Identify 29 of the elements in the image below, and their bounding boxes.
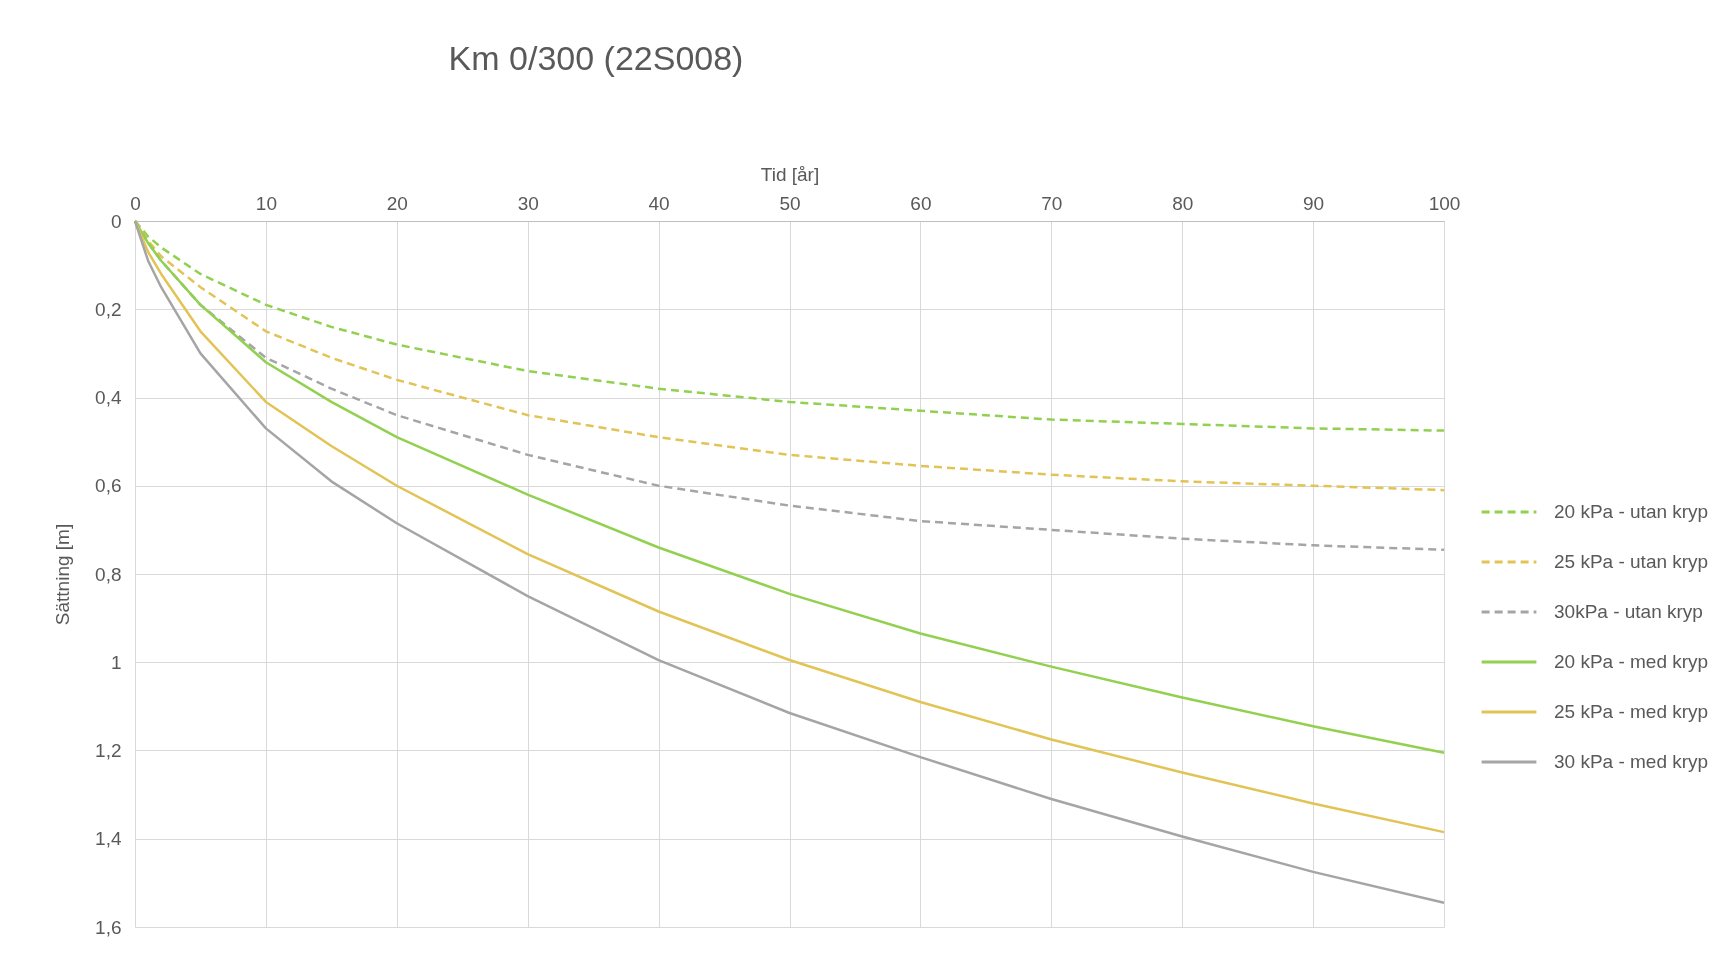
x-tick-label: 20 xyxy=(386,192,408,214)
x-tick-label: 0 xyxy=(130,192,141,214)
y-tick-label: 0,2 xyxy=(95,298,122,320)
x-tick-label: 80 xyxy=(1172,192,1194,214)
legend-label: 30kPa - utan kryp xyxy=(1554,601,1703,622)
x-tick-label: 50 xyxy=(779,192,801,214)
x-tick-label: 100 xyxy=(1428,192,1461,214)
y-tick-label: 0,6 xyxy=(95,475,122,497)
y-tick-label: 1,4 xyxy=(95,828,122,850)
x-tick-label: 40 xyxy=(648,192,670,214)
y-tick-label: 1,6 xyxy=(95,916,122,938)
x-tick-label: 10 xyxy=(255,192,277,214)
y-tick-label: 0 xyxy=(110,210,122,232)
legend-label: 20 kPa - utan kryp xyxy=(1554,501,1709,522)
x-tick-label: 60 xyxy=(910,192,932,214)
x-tick-label: 70 xyxy=(1041,192,1063,214)
legend-label: 30 kPa - med kryp xyxy=(1554,751,1709,772)
x-tick-label: 30 xyxy=(517,192,539,214)
x-axis-title: Tid [år] xyxy=(760,163,820,185)
y-tick-label: 1 xyxy=(110,651,122,673)
y-tick-label: 0,8 xyxy=(95,563,122,585)
y-tick-label: 0,4 xyxy=(95,387,122,408)
y-tick-label: 1,2 xyxy=(95,740,122,761)
legend-label: 25 kPa - utan kryp xyxy=(1554,551,1709,572)
y-axis-title: Sättning [m] xyxy=(52,523,74,626)
legend-label: 20 kPa - med kryp xyxy=(1554,651,1709,672)
chart-title: Km 0/300 (22S008) xyxy=(448,39,744,77)
x-tick-label: 90 xyxy=(1303,192,1325,214)
legend-label: 25 kPa - med kryp xyxy=(1554,701,1709,722)
